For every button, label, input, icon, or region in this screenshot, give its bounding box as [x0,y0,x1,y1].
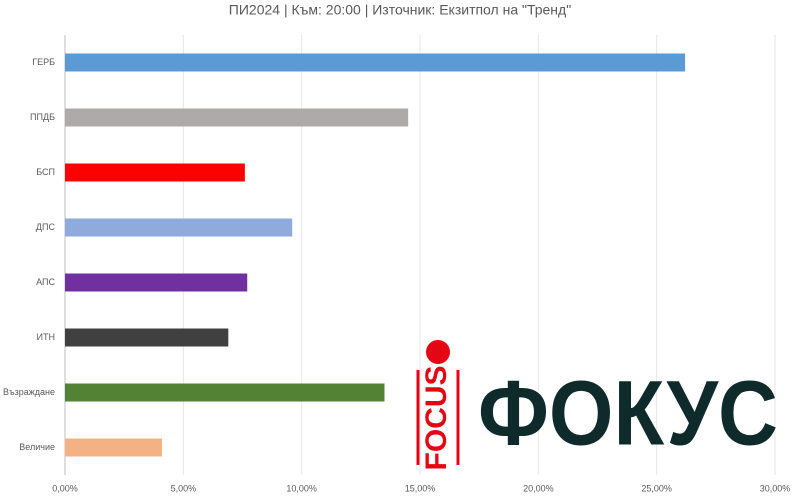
x-tick-label: 25,00% [641,483,672,493]
x-tick-label: 15,00% [405,483,436,493]
y-tick-label: Величие [19,442,55,452]
plot-area: 0,00% 5,00% 10,00% 15,00% 20,00% 25,00% 30,00%… [3,35,790,493]
y-tick-label: ИТН [37,332,55,342]
x-tick-label: 10,00% [286,483,317,493]
bar [65,108,409,127]
logo-small: FOCUS [420,366,453,471]
logo: FOCUS ФОКУС [416,340,778,471]
bar [65,438,163,457]
bar [65,328,229,347]
chart-title: ПИ2024 | Към: 20:00 | Източник: Екзитпол… [229,2,571,18]
logo-large: ФОКУС [478,362,778,464]
y-tick-label: ППДБ [30,112,55,122]
bar [65,163,245,182]
y-tick-label: АПС [36,277,55,287]
y-tick-label: ДПС [36,222,56,232]
bar [65,218,293,237]
logo-dot [426,340,450,364]
x-tick-label: 5,00% [171,483,197,493]
x-tick-label: 0,00% [52,483,78,493]
bar [65,53,686,72]
y-tick-label: ГЕРБ [32,57,55,67]
x-tick-label: 20,00% [523,483,554,493]
bar [65,273,248,292]
y-tick-label: БСП [36,167,55,177]
y-tick-label: Възраждане [3,387,55,397]
bar [65,383,385,402]
x-tick-label: 30,00% [760,483,791,493]
